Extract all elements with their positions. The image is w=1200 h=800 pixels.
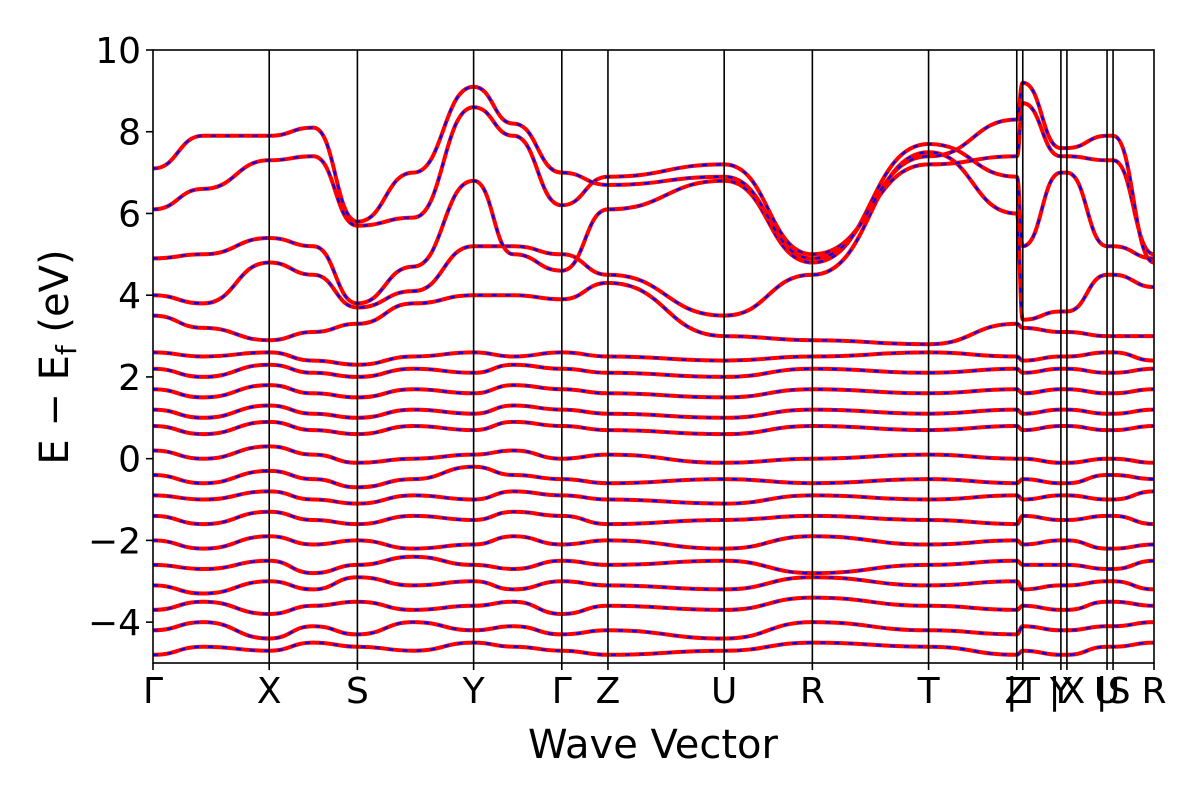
bands-layer: [153, 80, 1154, 657]
x-tick-label: |T: [1006, 671, 1041, 712]
x-tick-label: Γ: [143, 671, 163, 712]
y-tick-label: −2: [88, 521, 141, 562]
band-line-blue: [153, 101, 1154, 256]
y-axis-label-tail: (eV): [32, 249, 78, 345]
band-line-red: [153, 554, 1154, 576]
band-line-red: [153, 101, 1154, 257]
y-axis-label-sub: f: [50, 344, 83, 355]
band-line-blue: [153, 596, 1154, 616]
x-tick-label: U: [1094, 671, 1120, 712]
y-tick-label: 8: [118, 113, 141, 154]
x-tick-label: Z: [1004, 671, 1029, 712]
band-line-blue: [153, 151, 1154, 321]
band-line-blue: [153, 81, 1154, 264]
band-line-red: [153, 595, 1154, 617]
y-tick-label: 2: [118, 358, 141, 399]
band-line-blue: [153, 510, 1154, 526]
band-line-red: [153, 444, 1154, 465]
y-tick-label: 4: [118, 276, 141, 317]
x-tick-label: |S: [1096, 671, 1131, 712]
y-axis-label-main: E − E: [32, 355, 78, 465]
x-tick-label: S: [346, 671, 369, 712]
band-line-red: [153, 464, 1154, 490]
band-line-blue: [153, 404, 1154, 419]
x-tick-label: Y: [462, 671, 486, 712]
band-line-red: [153, 280, 1154, 347]
band-line-blue: [153, 142, 1154, 305]
band-line-blue: [153, 490, 1154, 505]
y-tick-label: 0: [118, 440, 141, 481]
band-line-blue: [153, 555, 1154, 575]
band-line-blue: [153, 351, 1154, 366]
x-tick-label: R: [1141, 671, 1166, 712]
band-line-blue: [153, 281, 1154, 346]
band-line-red: [153, 350, 1154, 367]
y-ticks-layer: −4 −2 0 2 4 6 8 10: [88, 31, 153, 644]
x-tick-label: Y: [1049, 671, 1073, 712]
x-tick-label: Z: [596, 671, 621, 712]
x-tick-label: |X: [1049, 671, 1086, 712]
band-line-red: [153, 575, 1154, 596]
y-tick-label: 10: [95, 31, 141, 72]
y-axis-label: E − Ef (eV): [32, 249, 83, 464]
band-line-red: [153, 534, 1154, 551]
band-line-red: [153, 640, 1154, 657]
y-tick-label: −4: [88, 603, 141, 644]
x-tick-label: X: [257, 671, 282, 712]
band-line-blue: [153, 576, 1154, 595]
x-tick-label: R: [800, 671, 825, 712]
x-tick-label: T: [917, 671, 941, 712]
x-ticks-layer: Γ X S Y Γ Z U R T Z|T Y|X U|S R: [143, 663, 1167, 712]
y-tick-label: 6: [118, 194, 141, 235]
x-axis-label: Wave Vector: [528, 722, 779, 768]
band-line-blue: [153, 420, 1154, 436]
kpoint-lines-layer: [268, 50, 1114, 663]
x-tick-label: U: [711, 671, 737, 712]
band-line-red: [153, 141, 1154, 306]
band-line-red: [153, 620, 1154, 641]
band-line-red: [153, 362, 1154, 379]
plot-frame: [152, 49, 1155, 664]
x-tick-label: Γ: [552, 671, 572, 712]
band-line-blue: [153, 383, 1154, 399]
